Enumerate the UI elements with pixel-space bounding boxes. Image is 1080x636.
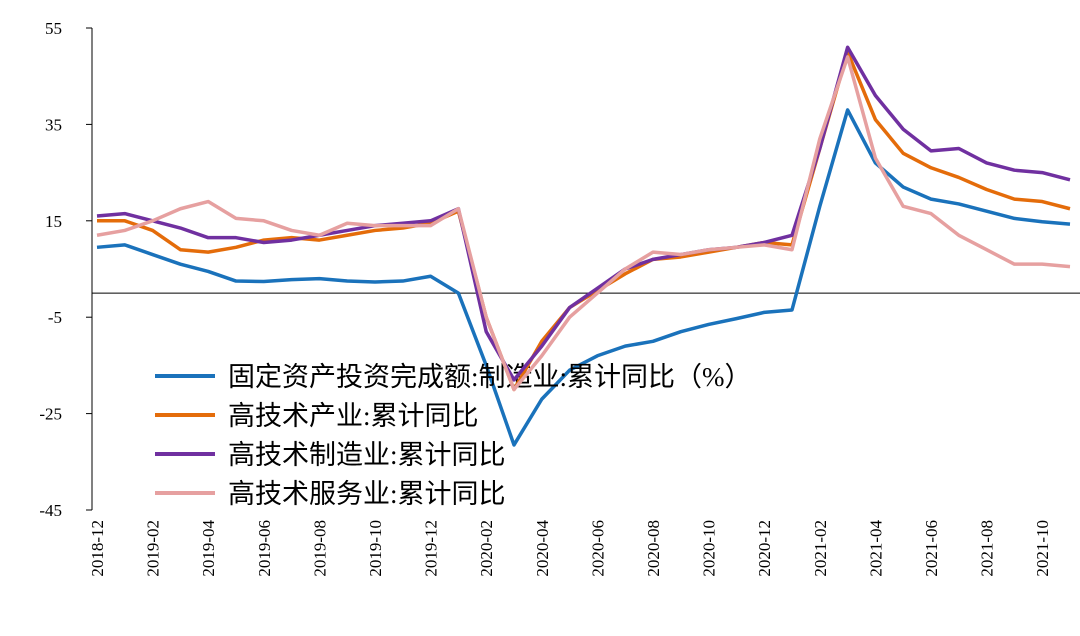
y-tick-label: -45 [39, 501, 62, 520]
y-tick-label: 55 [45, 19, 62, 38]
y-tick-label: 15 [45, 212, 62, 231]
x-tick-label: 2020-02 [477, 520, 496, 577]
y-tick-label: 35 [45, 115, 62, 134]
x-tick-label: 2019-06 [255, 520, 274, 577]
legend-label: 高技术服务业:累计同比 [228, 479, 506, 509]
x-tick-label: 2020-10 [700, 520, 719, 577]
x-tick-label: 2021-06 [922, 520, 941, 577]
x-tick-label: 2020-04 [533, 520, 552, 577]
x-tick-label: 2021-10 [1033, 520, 1052, 577]
x-tick-label: 2021-04 [866, 520, 885, 577]
x-tick-label: 2019-10 [366, 520, 385, 577]
x-tick-label: 2019-02 [144, 520, 163, 577]
x-tick-label: 2020-12 [755, 520, 774, 577]
x-tick-label: 2018-12 [88, 520, 107, 577]
x-tick-label: 2020-08 [644, 520, 663, 577]
series-line [96, 45, 1071, 382]
x-tick-label: 2019-12 [422, 520, 441, 577]
legend-label: 固定资产投资完成额:制造业:累计同比（%） [228, 362, 752, 392]
x-tick-label: 2020-06 [588, 520, 607, 577]
x-tick-label: 2019-08 [310, 520, 329, 577]
y-tick-label: -25 [39, 405, 62, 424]
legend-label: 高技术制造业:累计同比 [228, 440, 506, 470]
series-line [96, 55, 1071, 392]
series-line [96, 108, 1071, 447]
x-tick-label: 2019-04 [199, 520, 218, 577]
series-line [97, 50, 1071, 392]
legend-label: 高技术产业:累计同比 [228, 401, 479, 431]
x-tick-label: 2021-08 [978, 520, 997, 577]
x-tick-label: 2021-02 [811, 520, 830, 577]
y-tick-label: -5 [48, 308, 62, 327]
